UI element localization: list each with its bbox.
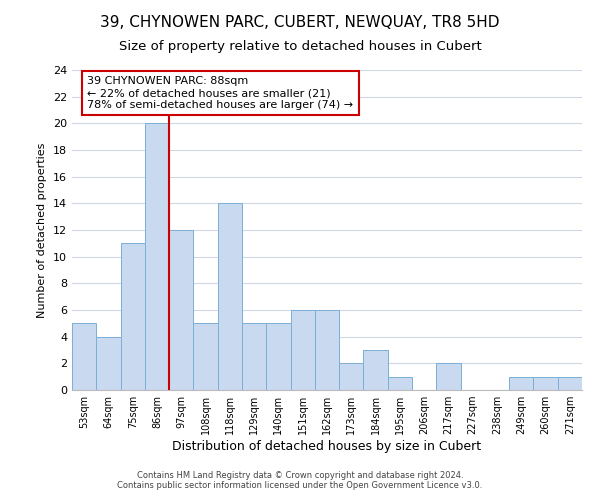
Bar	[558, 376, 582, 390]
X-axis label: Distribution of detached houses by size in Cubert: Distribution of detached houses by size …	[172, 440, 482, 453]
Bar	[266, 324, 290, 390]
Bar	[72, 324, 96, 390]
Bar	[169, 230, 193, 390]
Bar	[436, 364, 461, 390]
Bar	[290, 310, 315, 390]
Text: Size of property relative to detached houses in Cubert: Size of property relative to detached ho…	[119, 40, 481, 53]
Text: 39, CHYNOWEN PARC, CUBERT, NEWQUAY, TR8 5HD: 39, CHYNOWEN PARC, CUBERT, NEWQUAY, TR8 …	[100, 15, 500, 30]
Bar	[364, 350, 388, 390]
Bar	[388, 376, 412, 390]
Bar	[509, 376, 533, 390]
Bar	[339, 364, 364, 390]
Bar	[145, 124, 169, 390]
Bar	[193, 324, 218, 390]
Text: 39 CHYNOWEN PARC: 88sqm
← 22% of detached houses are smaller (21)
78% of semi-de: 39 CHYNOWEN PARC: 88sqm ← 22% of detache…	[88, 76, 353, 110]
Text: Contains HM Land Registry data © Crown copyright and database right 2024.
Contai: Contains HM Land Registry data © Crown c…	[118, 470, 482, 490]
Bar	[533, 376, 558, 390]
Bar	[96, 336, 121, 390]
Bar	[242, 324, 266, 390]
Bar	[315, 310, 339, 390]
Bar	[218, 204, 242, 390]
Y-axis label: Number of detached properties: Number of detached properties	[37, 142, 47, 318]
Bar	[121, 244, 145, 390]
